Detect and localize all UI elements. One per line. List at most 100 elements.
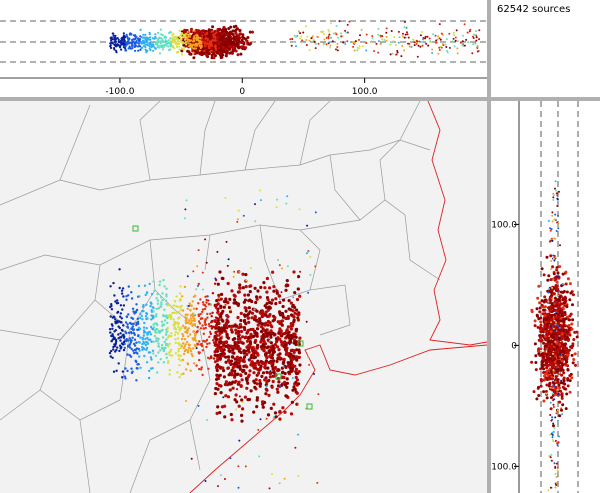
source-dot: [202, 339, 205, 343]
source-dot: [556, 275, 559, 278]
source-dot: [209, 330, 212, 334]
source-dot: [540, 366, 544, 369]
source-dot: [255, 297, 259, 301]
source-dot: [236, 372, 240, 376]
source-dot: [242, 368, 246, 372]
source-dot: [539, 339, 543, 343]
source-dot: [130, 297, 134, 300]
source-dot: [156, 302, 160, 305]
source-dot: [219, 56, 223, 60]
source-dot: [295, 348, 299, 352]
source-dot: [560, 379, 563, 382]
source-dot: [560, 359, 564, 363]
source-dot: [111, 327, 114, 330]
source-dot: [285, 329, 289, 333]
source-dot: [262, 335, 266, 339]
source-dot: [204, 37, 207, 40]
source-dot: [539, 384, 543, 388]
source-dot: [552, 424, 555, 428]
source-dot: [573, 330, 577, 334]
source-dot: [550, 396, 553, 400]
source-dot: [139, 28, 142, 31]
source-dot: [280, 291, 283, 294]
source-dot: [542, 300, 546, 304]
source-dot: [437, 35, 440, 38]
source-dot: [223, 404, 227, 408]
source-dot: [228, 349, 232, 353]
source-dot: [205, 345, 208, 349]
source-dot: [265, 302, 269, 306]
source-dot: [284, 316, 288, 320]
source-dot: [323, 33, 326, 35]
source-dot: [123, 375, 127, 378]
source-dot: [163, 285, 166, 288]
source-dot: [133, 312, 136, 315]
source-dot: [547, 352, 551, 355]
source-dot: [164, 36, 167, 39]
source-dot: [224, 355, 228, 359]
source-dot: [400, 55, 403, 58]
source-dot: [188, 343, 191, 347]
source-dot: [246, 293, 250, 297]
source-dot: [219, 340, 223, 344]
source-dot: [226, 395, 231, 399]
source-dot: [165, 295, 168, 298]
source-dot: [188, 38, 191, 42]
coastline: [189, 344, 488, 493]
source-dot: [336, 42, 339, 45]
source-dot: [560, 302, 564, 306]
source-dot: [154, 33, 157, 36]
source-dot: [221, 276, 225, 281]
source-dot: [120, 289, 124, 292]
source-dot: [198, 39, 201, 43]
source-dot: [184, 208, 187, 211]
source-dot: [296, 35, 299, 37]
source-dot: [543, 344, 547, 348]
source-dot: [165, 328, 168, 331]
source-dot: [454, 36, 457, 39]
source-dot: [145, 348, 148, 352]
source-dot: [555, 218, 557, 221]
source-dot: [308, 49, 311, 52]
source-dot: [476, 44, 479, 47]
source-dot: [345, 31, 348, 34]
source-dot: [438, 37, 441, 40]
source-dot: [171, 45, 174, 48]
source-dot: [287, 370, 291, 374]
source-dot: [256, 367, 260, 371]
source-dot: [396, 49, 399, 52]
source-dot: [146, 38, 149, 41]
source-dot: [243, 314, 247, 318]
source-dot: [145, 303, 148, 306]
source-dot: [116, 37, 119, 40]
source-dot: [558, 435, 561, 438]
source-dot: [108, 351, 112, 355]
source-dot: [224, 48, 228, 52]
source-dot: [252, 371, 256, 375]
source-dot: [192, 43, 195, 46]
y-tick-label: 0: [511, 341, 517, 351]
source-dot: [198, 44, 201, 48]
source-dot: [201, 349, 204, 352]
source-dot: [248, 30, 252, 34]
source-dot: [293, 291, 297, 295]
source-dot: [134, 37, 137, 40]
source-dot: [550, 237, 553, 240]
source-dot: [189, 333, 192, 336]
source-dot: [258, 384, 262, 388]
source-dot: [269, 333, 273, 337]
source-cloud: [108, 189, 320, 490]
source-dot: [185, 400, 188, 402]
source-dot: [562, 283, 565, 286]
source-dot: [328, 36, 331, 38]
source-dot: [119, 332, 122, 335]
source-dot: [158, 52, 162, 55]
source-dot: [554, 187, 556, 190]
source-dot: [565, 392, 569, 396]
source-dot: [115, 302, 119, 305]
source-dot: [144, 48, 147, 51]
source-dot: [124, 49, 127, 52]
source-dot: [549, 401, 552, 404]
source-dot: [434, 34, 437, 37]
source-dot: [176, 321, 179, 324]
